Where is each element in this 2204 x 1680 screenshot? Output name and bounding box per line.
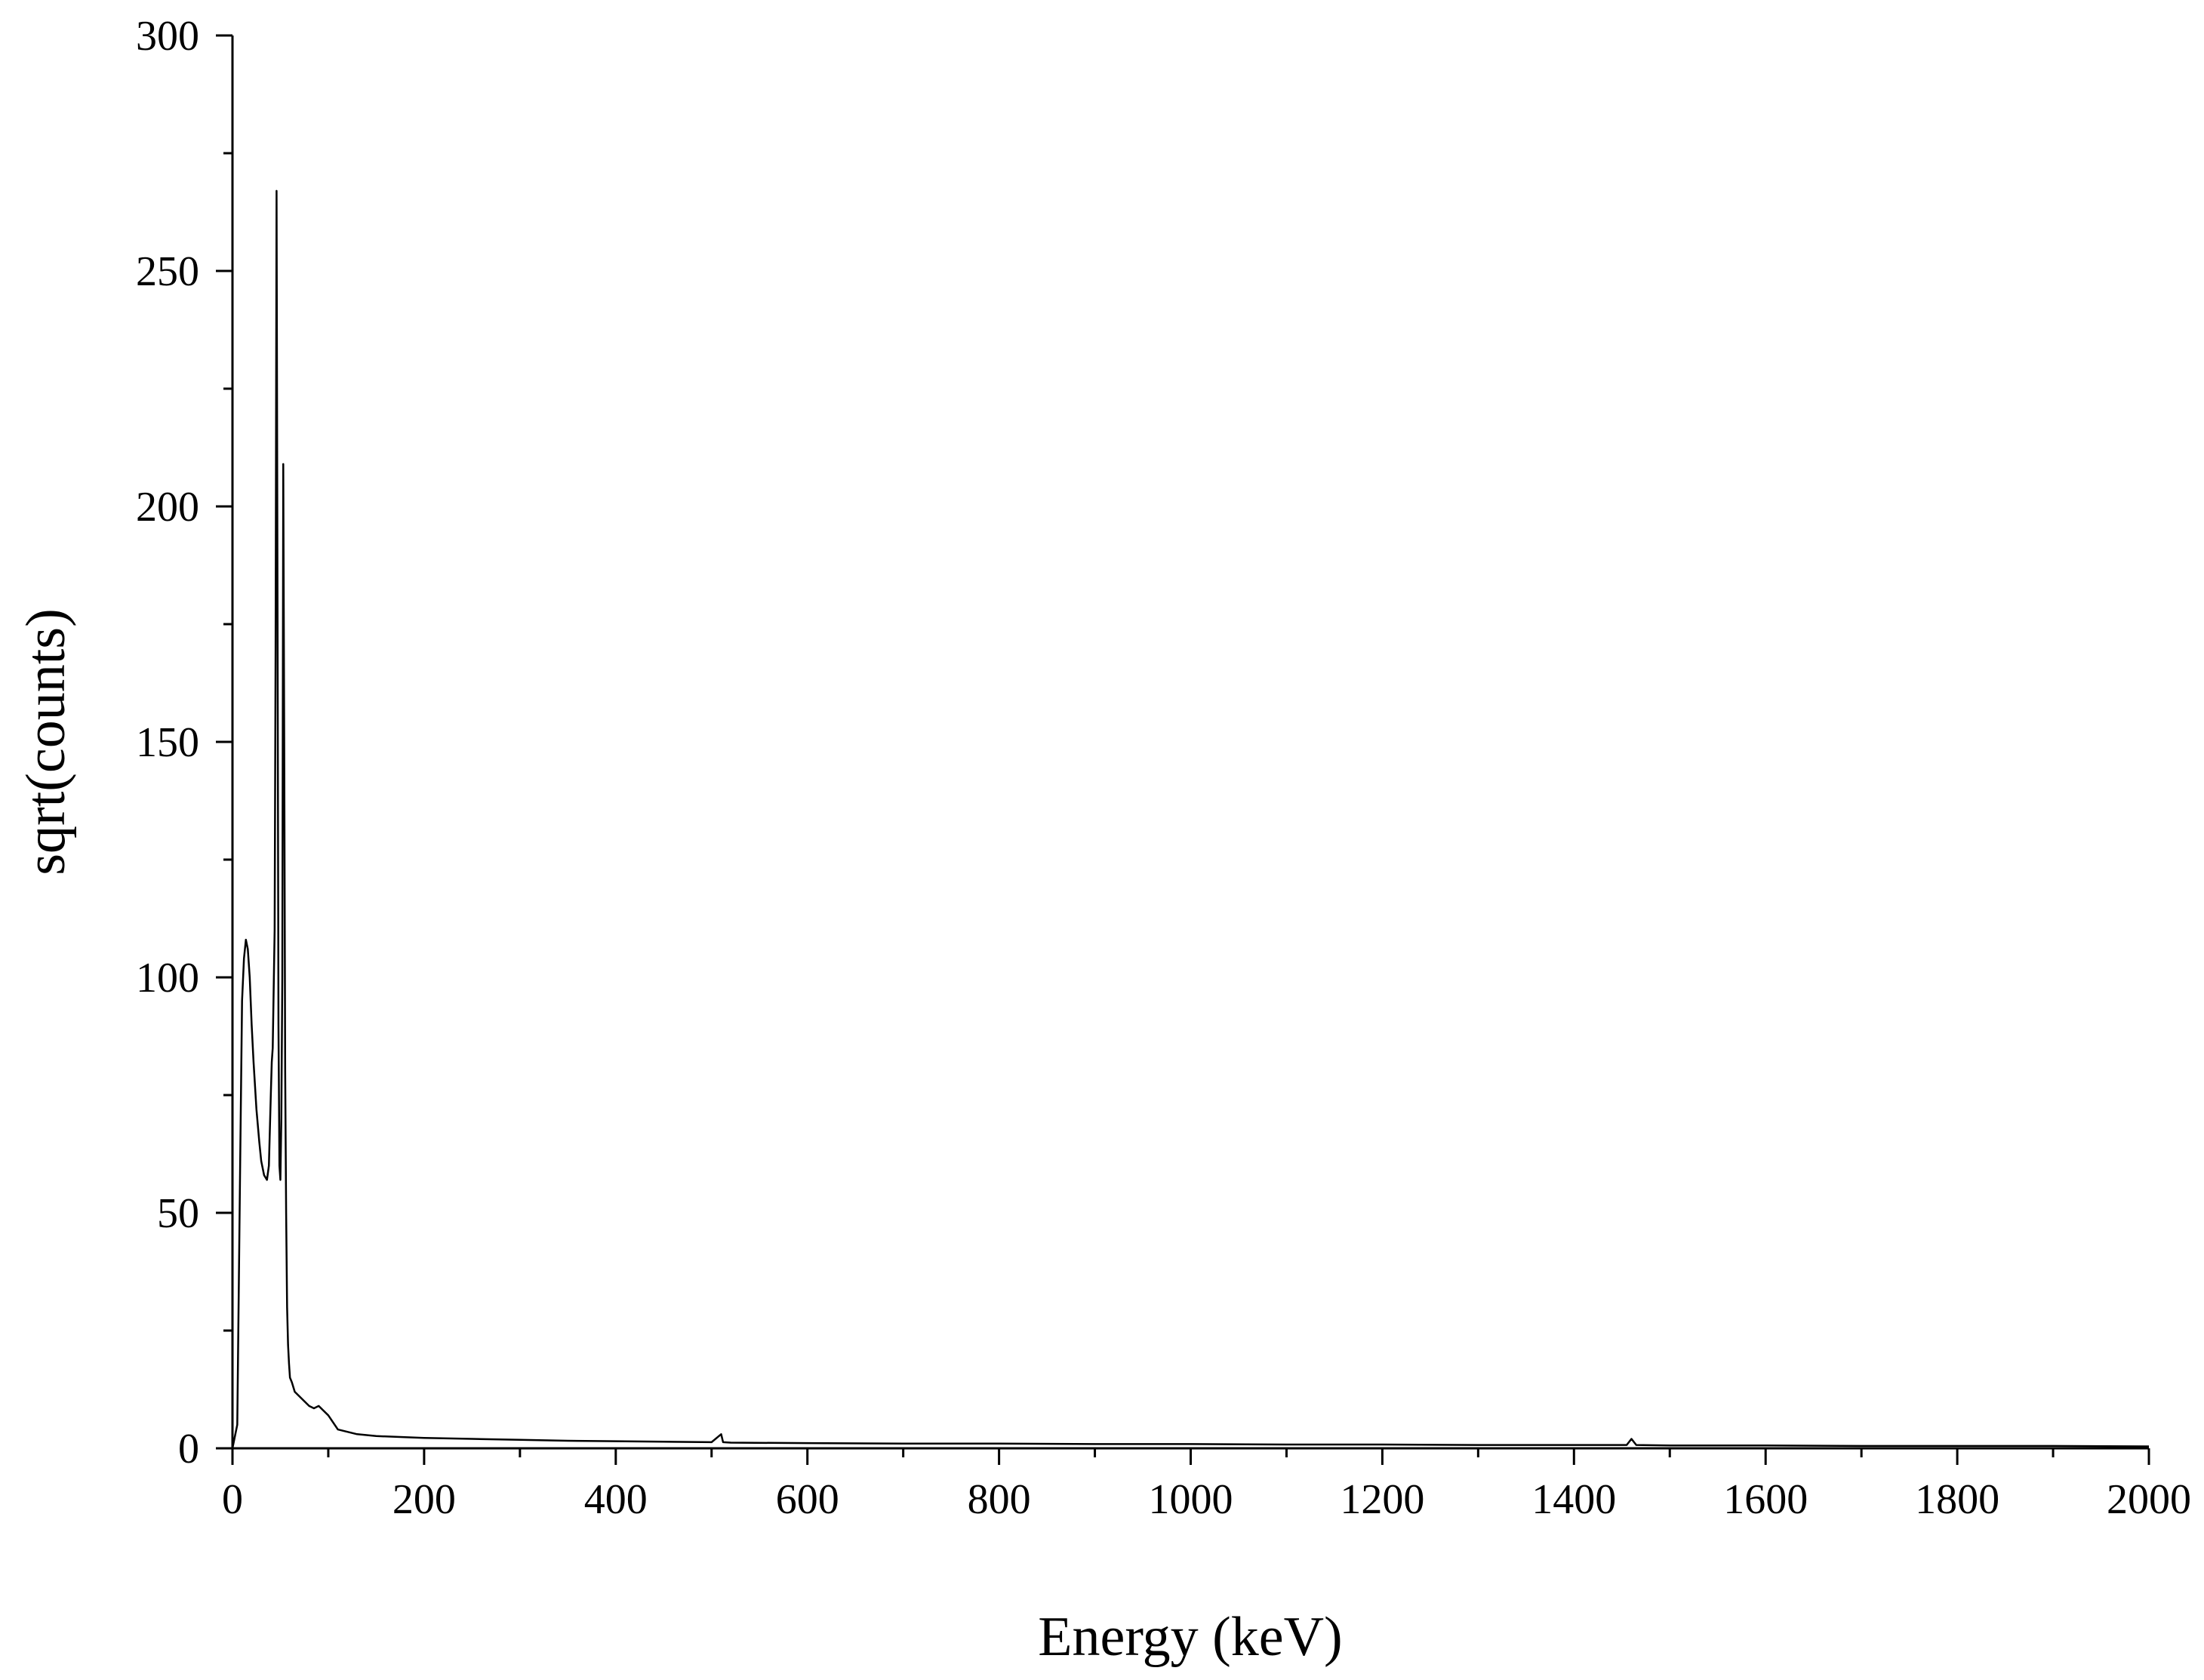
- y-tick-label: 50: [157, 1190, 199, 1237]
- series-group: [231, 189, 2150, 1449]
- y-axis-ticks: 0 50 100 150 200 250 300: [136, 13, 232, 1472]
- series-line-0: [231, 189, 2150, 1449]
- x-tick-label: 1200: [1340, 1476, 1424, 1523]
- y-tick-label: 0: [178, 1426, 199, 1472]
- y-tick-label: 250: [136, 248, 199, 295]
- x-tick-label: 0: [222, 1476, 243, 1523]
- x-tick-label: 2000: [2107, 1476, 2191, 1523]
- x-tick-label: 200: [392, 1476, 456, 1523]
- x-tick-label: 1400: [1531, 1476, 1616, 1523]
- x-tick-label: 1800: [1915, 1476, 1999, 1523]
- x-tick-label: 1600: [1723, 1476, 1808, 1523]
- y-tick-label: 200: [136, 484, 199, 531]
- y-tick-label: 300: [136, 13, 199, 60]
- x-tick-label: 800: [968, 1476, 1031, 1523]
- x-axis-title: Energy (keV): [1038, 1606, 1342, 1668]
- x-axis-ticks: 0 200 400 600 800 1000 1200 1400 1600 1800 2000: [222, 1448, 2191, 1523]
- x-tick-label: 1000: [1149, 1476, 1233, 1523]
- y-tick-label: 100: [136, 955, 199, 1002]
- x-tick-label: 400: [584, 1476, 648, 1523]
- y-tick-label: 150: [136, 719, 199, 766]
- x-tick-label: 600: [776, 1476, 839, 1523]
- y-axis-title: sqrt(counts): [15, 608, 77, 875]
